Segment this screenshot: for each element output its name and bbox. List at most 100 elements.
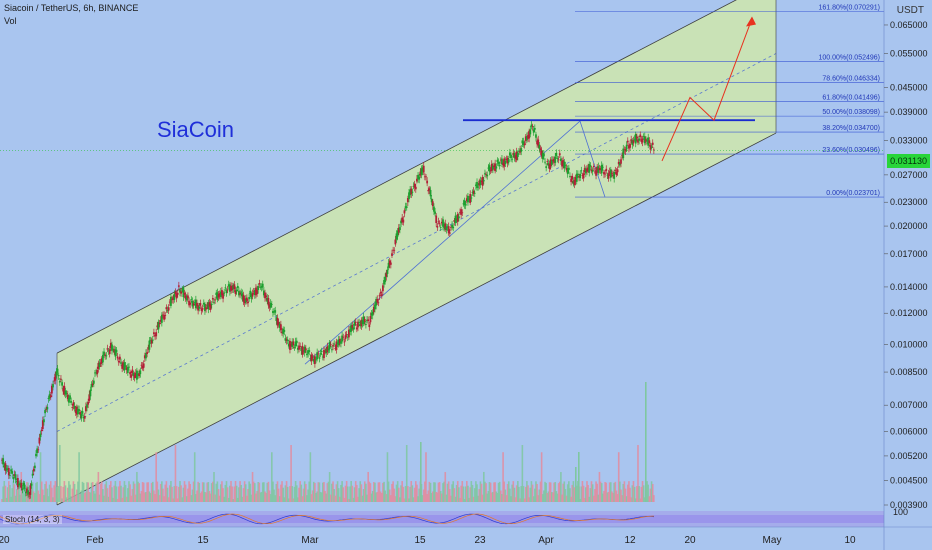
volume-bar <box>226 487 229 502</box>
candle-body <box>278 323 281 328</box>
volume-bar <box>88 491 91 502</box>
symbol-title[interactable]: Siacoin / TetherUS, 6h, BINANCE <box>4 3 139 13</box>
candle-body <box>313 356 316 365</box>
volume-bar <box>251 471 254 502</box>
volume-bar <box>136 471 138 502</box>
candle-body <box>312 358 315 362</box>
candle-body <box>426 180 429 184</box>
volume-bar <box>214 494 216 502</box>
volume-bar <box>106 488 109 502</box>
candles <box>1 121 655 500</box>
candle-body <box>448 232 451 234</box>
volume-bar <box>433 482 435 502</box>
volume-bar <box>43 495 45 502</box>
candle-body <box>420 168 423 175</box>
volume-bar <box>335 484 338 502</box>
volume-bar <box>549 482 552 502</box>
volume-bar <box>72 481 75 502</box>
candle-body <box>111 344 113 351</box>
candle-body <box>413 183 416 188</box>
volume-bar <box>348 498 350 502</box>
volume-bar <box>1 499 3 502</box>
volume-bar <box>520 486 523 502</box>
volume-bar <box>288 498 290 502</box>
volume-bar <box>271 452 273 502</box>
candle-body <box>175 293 178 299</box>
volume-bar <box>565 495 568 502</box>
volume-bar <box>483 471 485 502</box>
candle-body <box>224 287 227 289</box>
volume-bar <box>267 481 270 502</box>
candle-body <box>273 311 275 313</box>
volume-bar <box>51 487 53 502</box>
volume-bar <box>497 482 500 502</box>
volume-bar <box>283 497 286 502</box>
fib-label: 61.80%(0.041496) <box>822 95 880 102</box>
candle-body <box>552 159 554 162</box>
candle-body <box>146 352 149 354</box>
volume-label: Vol <box>4 16 17 26</box>
volume-bar <box>294 481 297 502</box>
candle-body <box>650 146 653 148</box>
volume-bar <box>315 493 317 502</box>
volume-bar <box>198 482 201 502</box>
volume-bar <box>408 498 410 502</box>
volume-bar <box>607 491 610 502</box>
stoch-indicator-label[interactable]: Stoch (14, 3, 3) <box>3 515 62 524</box>
volume-bar <box>437 482 440 502</box>
volume-bar <box>173 486 176 502</box>
volume-bar <box>490 492 493 502</box>
volume-bar <box>168 485 171 502</box>
volume-bar <box>428 481 431 502</box>
candle-body <box>412 185 415 187</box>
candle-body <box>571 175 574 180</box>
channel-fill <box>57 0 776 505</box>
currency-label[interactable]: USDT <box>896 5 924 16</box>
y-tick-label: 0.004500 <box>890 476 928 486</box>
candle-body <box>41 420 44 429</box>
volume-bar <box>558 481 561 502</box>
volume-bar <box>206 482 208 502</box>
volume-bar <box>638 486 640 502</box>
volume-bar <box>275 483 278 502</box>
candle-body <box>165 307 168 310</box>
candle-body <box>408 192 410 200</box>
candle-body <box>60 378 62 380</box>
candle-body <box>74 409 77 413</box>
volume-bar <box>552 492 554 502</box>
volume-bar <box>113 485 116 502</box>
volume-bar <box>467 485 469 502</box>
candle-body <box>414 186 417 190</box>
candle-body <box>293 347 296 348</box>
candle-body <box>40 429 43 431</box>
candle-body <box>630 139 633 141</box>
candle-body <box>207 302 210 310</box>
volume-bar <box>578 452 580 502</box>
candle-body <box>303 346 306 353</box>
candle-body <box>4 463 7 471</box>
volume-bar <box>76 489 78 502</box>
candle-body <box>335 341 338 350</box>
volume-bar <box>583 497 586 502</box>
volume-bar <box>137 481 139 502</box>
volume-bar <box>202 482 205 502</box>
candle-body <box>235 289 238 292</box>
candle-body <box>87 401 90 405</box>
volume-bar <box>248 481 250 502</box>
volume-bar <box>47 496 50 502</box>
volume-bar <box>447 481 450 502</box>
candle-body <box>469 193 472 203</box>
candle-body <box>166 310 169 312</box>
candle-body <box>366 319 368 322</box>
candle-body <box>38 437 41 444</box>
volume-bar <box>3 481 6 502</box>
candle-body <box>236 285 239 288</box>
volume-bar <box>336 481 339 502</box>
volume-bar <box>493 482 495 502</box>
candle-body <box>240 291 243 293</box>
candle-body <box>91 383 94 386</box>
y-tick-label: 0.020000 <box>890 221 928 231</box>
volume-bar <box>568 481 570 502</box>
candle-body <box>50 385 53 394</box>
candle-body <box>321 356 324 358</box>
